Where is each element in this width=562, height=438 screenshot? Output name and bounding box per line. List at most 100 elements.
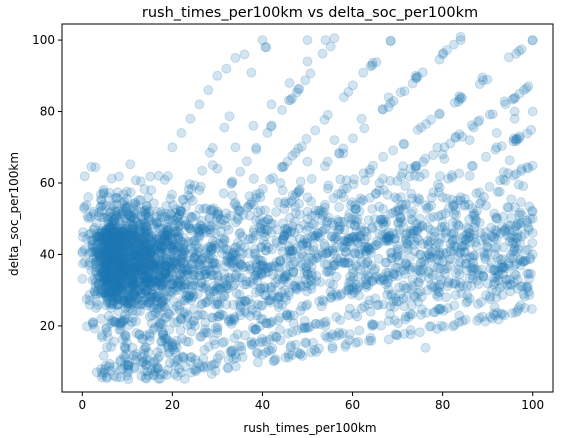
data-point [123,277,134,288]
data-point [112,210,123,221]
data-point [179,269,190,280]
data-point [282,156,293,167]
data-point [160,260,171,270]
x-tick-label: 100 [521,398,544,412]
data-point [200,297,211,308]
data-point [518,181,529,192]
data-point [111,279,122,290]
data-point [157,233,168,244]
data-point [137,240,148,251]
data-point [126,297,137,308]
data-point [94,257,104,268]
data-point [100,238,110,249]
data-point [122,241,133,252]
data-point [150,308,161,319]
data-point [139,207,150,217]
data-point [287,350,298,360]
data-point [125,272,136,283]
data-point [101,322,112,333]
y-tick-label: 60 [40,176,55,190]
data-point [280,196,291,207]
data-point [481,151,492,162]
data-point [115,265,126,276]
data-point [90,274,100,284]
data-point [450,290,461,300]
data-point [394,282,405,293]
data-point [212,163,223,174]
data-point [106,173,117,184]
data-point [129,290,139,301]
data-point [102,265,113,275]
data-point [250,287,261,298]
data-point [130,240,141,251]
data-point [249,338,260,348]
data-point [90,258,100,269]
data-point [119,196,130,207]
data-point [367,321,378,332]
data-point [306,347,316,358]
data-point [143,266,154,277]
data-point [310,125,321,136]
data-point [120,264,131,275]
data-point [434,108,445,119]
data-point [348,133,358,144]
data-point [106,224,117,235]
data-point [205,220,216,231]
data-point [155,207,166,217]
data-point [405,251,416,262]
data-point [108,258,119,269]
data-point [171,218,181,229]
data-point [186,238,197,249]
data-point [248,227,259,238]
data-point [453,221,464,231]
data-point [448,200,459,211]
data-point [527,35,538,46]
data-point [101,201,111,212]
data-point [135,254,146,264]
data-point [108,269,119,280]
data-point [527,228,538,238]
data-point [94,251,105,262]
data-point [187,277,198,288]
data-point [271,207,281,217]
data-point [115,230,126,241]
data-point [116,270,127,281]
data-point [146,318,157,329]
data-point [141,221,151,232]
data-point [212,271,223,282]
data-point [118,240,129,251]
data-point [102,253,113,264]
data-point [143,233,154,243]
data-point [106,341,116,352]
data-point [376,320,387,331]
data-point [132,270,143,281]
data-point [161,268,172,279]
data-point [119,314,130,325]
data-point [118,246,129,257]
data-point [115,235,125,246]
data-point [107,255,118,266]
data-point [102,295,112,306]
data-point [105,240,116,251]
data-point [160,241,171,252]
data-point [176,313,187,324]
data-point [83,192,94,202]
data-point [165,215,176,226]
data-point [190,210,201,221]
data-point [519,256,530,266]
data-point [128,262,138,273]
data-point [102,212,113,223]
data-point [391,329,402,340]
data-point [125,303,136,314]
data-point [114,281,125,292]
data-point [157,235,168,246]
data-point [464,170,475,181]
data-point [257,313,268,324]
data-point [110,258,121,268]
data-point [135,241,146,252]
data-point [115,244,126,255]
data-point [318,296,329,307]
data-point [116,315,127,326]
data-point [110,206,121,216]
data-point [96,313,107,324]
